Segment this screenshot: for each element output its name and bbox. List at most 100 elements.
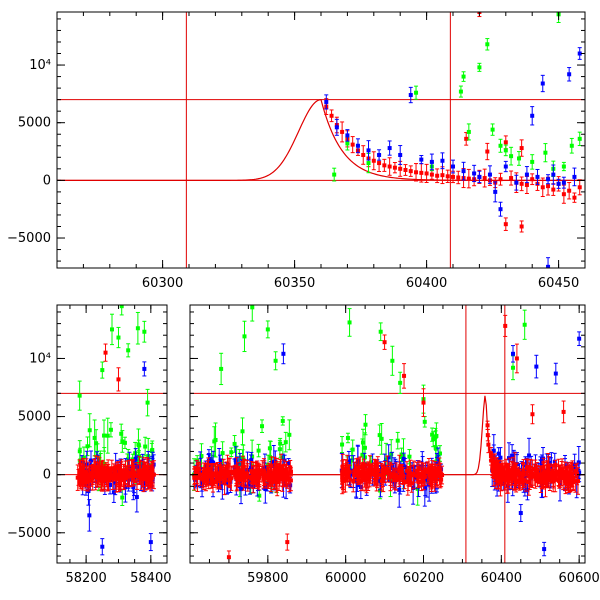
data-point-blue: [572, 167, 577, 187]
y-tick-label: 5000: [18, 116, 51, 131]
data-point-red: [391, 467, 396, 481]
data-point-red: [84, 473, 89, 491]
data-point-red: [408, 465, 413, 485]
data-point-blue: [334, 118, 339, 136]
data-point-red: [509, 170, 514, 186]
data-point-red: [466, 168, 471, 189]
data-point-red: [429, 169, 434, 180]
y-tick-label: 0: [43, 173, 51, 188]
data-point-green: [135, 311, 140, 345]
data-point-red: [530, 404, 535, 425]
data-point-red: [482, 168, 487, 188]
data-point-red: [503, 314, 508, 337]
model-curve: [57, 98, 585, 181]
data-point-red: [382, 158, 387, 172]
data-point-red: [433, 460, 438, 481]
bottom-right-panel: 59800 60000 60200 60400 60600: [189, 304, 600, 586]
data-point-red: [577, 179, 582, 196]
data-point-green: [509, 146, 514, 166]
data-point-red: [275, 467, 280, 497]
data-point-red: [417, 460, 422, 479]
data-point-green: [490, 123, 495, 136]
data-point-green: [569, 137, 574, 154]
data-point-green: [363, 414, 368, 436]
data-point-blue: [451, 159, 455, 174]
data-point-green: [347, 308, 352, 337]
data-point-red: [361, 145, 366, 165]
data-point-blue: [148, 533, 153, 552]
data-point-green: [229, 447, 234, 457]
data-point-red: [329, 109, 334, 123]
data-point-red: [553, 466, 558, 493]
data-point-green: [561, 161, 566, 172]
data-point-green: [119, 423, 124, 444]
data-point-red: [78, 465, 83, 477]
data-point-red: [397, 454, 402, 481]
bottom-left-panel-frame: [56, 304, 168, 564]
data-point-green: [116, 326, 121, 349]
data-point-red: [288, 467, 293, 477]
data-point-red: [245, 463, 250, 492]
data-point-red: [530, 459, 535, 489]
data-point-red: [360, 467, 365, 481]
data-point-blue: [511, 345, 516, 363]
data-point-red: [86, 465, 91, 492]
data-point-green: [422, 416, 427, 428]
data-point-red: [285, 468, 290, 479]
data-point-red: [219, 466, 224, 478]
data-point-red: [238, 465, 243, 477]
data-point-green: [77, 380, 82, 411]
data-point-red: [278, 459, 283, 484]
data-point-red: [498, 172, 503, 186]
data-point-blue: [540, 74, 545, 93]
data-point-red: [544, 464, 549, 479]
data-point-green: [414, 85, 419, 100]
data-point-red: [251, 461, 256, 489]
data-point-red: [80, 463, 85, 491]
data-point-red: [394, 462, 399, 491]
data-point-green: [485, 38, 490, 51]
data-point-red: [538, 467, 543, 494]
data-point-red: [350, 136, 355, 154]
data-point-red: [560, 458, 565, 481]
data-point-red: [242, 459, 247, 488]
data-point-red: [150, 464, 155, 478]
data-point-red: [485, 420, 490, 431]
data-point-green: [433, 427, 438, 447]
data-point-red: [414, 163, 419, 182]
data-point-red: [530, 173, 535, 186]
data-point-green: [477, 62, 482, 72]
data-point-red: [485, 428, 490, 442]
data-point-red: [568, 469, 573, 491]
data-point-red: [496, 462, 501, 477]
data-point-blue: [577, 331, 582, 347]
data-point-blue: [503, 160, 508, 173]
data-point-red: [514, 462, 519, 487]
data-point-red: [437, 461, 442, 486]
data-point-red: [361, 461, 366, 482]
data-point-red: [371, 464, 376, 483]
data-point-red: [561, 400, 566, 424]
data-point-red: [75, 464, 80, 491]
data-point-red: [532, 466, 537, 486]
data-point-red: [429, 466, 434, 490]
data-point-green: [390, 345, 395, 376]
data-point-red: [340, 121, 345, 143]
data-point-green: [517, 151, 521, 166]
data-point-green: [377, 424, 382, 446]
data-point-blue: [472, 164, 477, 183]
data-point-red: [440, 465, 445, 485]
data-point-green: [242, 320, 247, 353]
data-point-red: [514, 343, 519, 374]
data-point-red: [551, 183, 556, 196]
data-point-red: [127, 465, 132, 487]
data-point-red: [424, 163, 429, 184]
data-point-green: [283, 431, 288, 453]
data-point-blue: [498, 201, 503, 217]
data-point-red: [249, 469, 254, 489]
data-point-red: [402, 475, 407, 490]
data-point-red: [527, 464, 532, 477]
data-point-blue: [556, 178, 561, 189]
data-point-green: [119, 305, 124, 316]
bottom-right-panel-frame: [189, 304, 586, 564]
